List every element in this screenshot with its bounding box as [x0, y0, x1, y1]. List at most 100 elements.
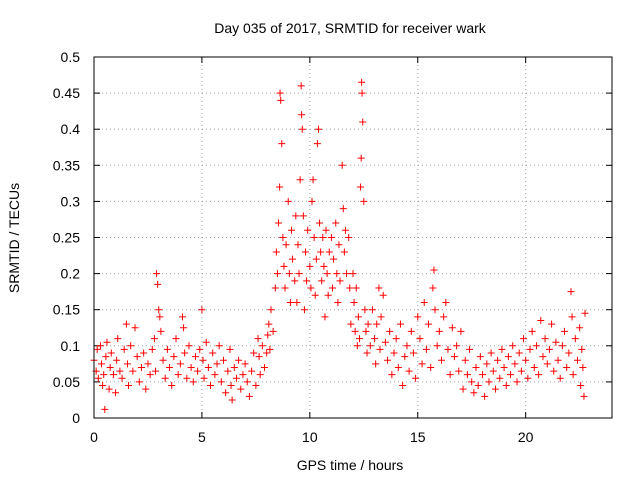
- data-point: [354, 313, 362, 321]
- data-point: [112, 389, 120, 397]
- data-point: [176, 360, 184, 368]
- data-point: [295, 270, 303, 278]
- data-point: [394, 363, 402, 371]
- y-axis-label: SRMTID / TECUs: [6, 183, 22, 293]
- data-point: [157, 327, 165, 335]
- data-point: [154, 280, 162, 288]
- data-point: [565, 349, 573, 357]
- data-point: [107, 349, 115, 357]
- chart-title: Day 035 of 2017, SRMTID for receiver war…: [214, 20, 487, 36]
- data-point: [281, 284, 289, 292]
- data-point: [366, 342, 374, 350]
- data-point: [368, 306, 376, 314]
- data-point: [241, 360, 249, 368]
- data-point: [392, 335, 400, 343]
- x-tick-label: 0: [90, 429, 98, 445]
- data-point: [513, 378, 521, 386]
- y-tick-label: 0.3: [61, 193, 81, 209]
- data-point: [293, 298, 301, 306]
- data-point: [335, 241, 343, 249]
- data-point: [199, 356, 207, 364]
- data-point: [461, 356, 469, 364]
- data-point: [581, 309, 589, 317]
- data-point: [322, 226, 330, 234]
- data-point: [409, 349, 417, 357]
- data-point: [187, 363, 195, 371]
- data-point: [357, 154, 365, 162]
- data-point: [319, 234, 327, 241]
- data-point: [298, 125, 306, 133]
- data-point: [174, 371, 182, 379]
- data-point: [376, 345, 384, 353]
- data-point: [468, 378, 476, 386]
- data-point: [317, 248, 325, 256]
- data-point: [245, 392, 253, 400]
- data-point: [178, 313, 186, 321]
- data-point: [459, 385, 467, 393]
- data-point: [267, 306, 275, 314]
- data-point: [191, 353, 199, 361]
- data-point: [261, 363, 269, 371]
- data-point: [341, 226, 349, 234]
- data-point: [272, 248, 280, 256]
- data-point: [539, 353, 547, 361]
- data-point: [338, 161, 346, 169]
- x-tick-label: 20: [518, 429, 534, 445]
- data-point: [358, 89, 366, 97]
- data-point: [377, 313, 385, 321]
- data-point: [313, 140, 321, 148]
- data-point: [142, 385, 150, 393]
- data-point: [407, 327, 415, 335]
- data-point: [358, 78, 366, 86]
- data-point: [285, 270, 293, 278]
- data-point: [312, 255, 320, 263]
- data-point: [472, 363, 480, 371]
- data-point: [103, 338, 111, 346]
- data-point: [346, 284, 354, 292]
- data-point: [386, 327, 394, 335]
- data-point: [528, 327, 536, 335]
- data-point: [123, 360, 131, 368]
- data-point: [237, 385, 245, 393]
- data-point: [403, 342, 411, 350]
- data-point: [228, 396, 236, 404]
- data-point: [94, 374, 102, 382]
- data-point: [256, 371, 264, 379]
- data-point: [255, 353, 263, 361]
- data-point: [280, 262, 288, 270]
- data-point: [172, 335, 180, 343]
- data-point: [96, 342, 104, 350]
- data-point: [373, 320, 381, 328]
- data-point: [129, 367, 137, 375]
- y-tick-label: 0.05: [53, 374, 80, 390]
- data-point: [215, 342, 223, 350]
- data-point: [359, 118, 367, 126]
- data-point: [435, 327, 443, 335]
- data-point: [440, 313, 448, 321]
- data-point: [548, 320, 556, 328]
- data-point: [100, 371, 108, 379]
- data-point: [355, 335, 363, 343]
- data-point: [204, 363, 212, 371]
- data-point: [442, 298, 450, 306]
- data-point: [318, 277, 326, 285]
- data-point: [258, 342, 266, 350]
- data-point: [556, 374, 564, 382]
- data-point: [579, 363, 587, 371]
- data-point: [207, 382, 215, 390]
- x-tick-label: 15: [410, 429, 426, 445]
- data-point: [310, 234, 318, 241]
- data-point: [146, 371, 154, 379]
- data-point: [522, 356, 530, 364]
- data-point: [474, 382, 482, 390]
- data-point: [530, 363, 538, 371]
- data-point: [345, 234, 353, 241]
- data-point: [166, 363, 174, 371]
- data-point: [485, 378, 493, 386]
- data-point: [266, 345, 274, 353]
- data-point: [299, 212, 307, 220]
- data-point: [455, 367, 463, 375]
- data-point: [232, 374, 240, 382]
- data-point: [350, 298, 358, 306]
- data-point: [311, 291, 319, 299]
